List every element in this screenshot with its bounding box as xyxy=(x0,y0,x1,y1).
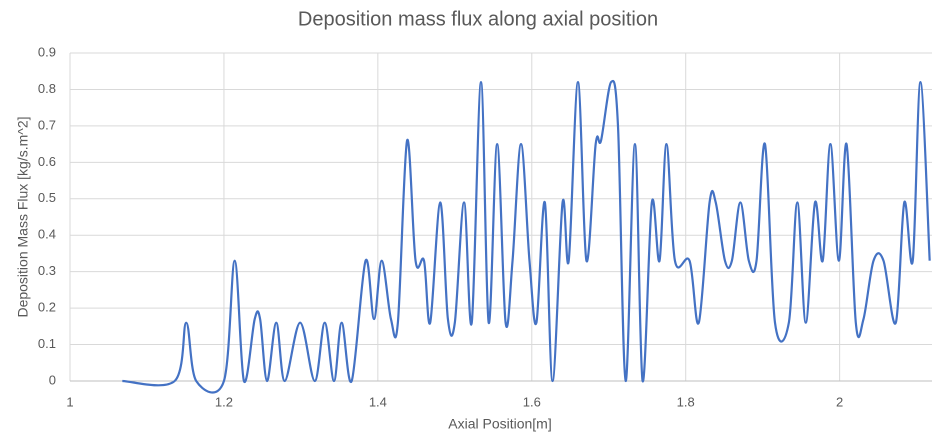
x-tick-label: 2 xyxy=(836,394,843,409)
x-tick-label: 1.8 xyxy=(677,394,695,409)
y-tick-label: 0 xyxy=(49,372,56,387)
x-tick-label: 1.4 xyxy=(369,394,387,409)
y-tick-label: 0.6 xyxy=(38,154,56,169)
y-tick-label: 0.8 xyxy=(38,81,56,96)
data-line xyxy=(122,79,931,394)
y-tick-label: 0.9 xyxy=(38,44,56,59)
x-tick-label: 1.2 xyxy=(215,394,233,409)
y-tick-label: 0.5 xyxy=(38,190,56,205)
x-tick-label: 1.6 xyxy=(523,394,541,409)
y-tick-label: 0.3 xyxy=(38,263,56,278)
x-axis-label: Axial Position[m] xyxy=(448,416,551,432)
y-tick-label: 0.7 xyxy=(38,117,56,132)
chart-title: Deposition mass flux along axial positio… xyxy=(298,8,658,30)
y-tick-label: 0.1 xyxy=(38,336,56,351)
x-tick-label: 1 xyxy=(66,394,73,409)
y-tick-label: 0.4 xyxy=(38,227,56,242)
y-tick-label: 0.2 xyxy=(38,300,56,315)
y-axis-label: Deposition Mass Flux [kg/s.m^2] xyxy=(15,116,31,317)
